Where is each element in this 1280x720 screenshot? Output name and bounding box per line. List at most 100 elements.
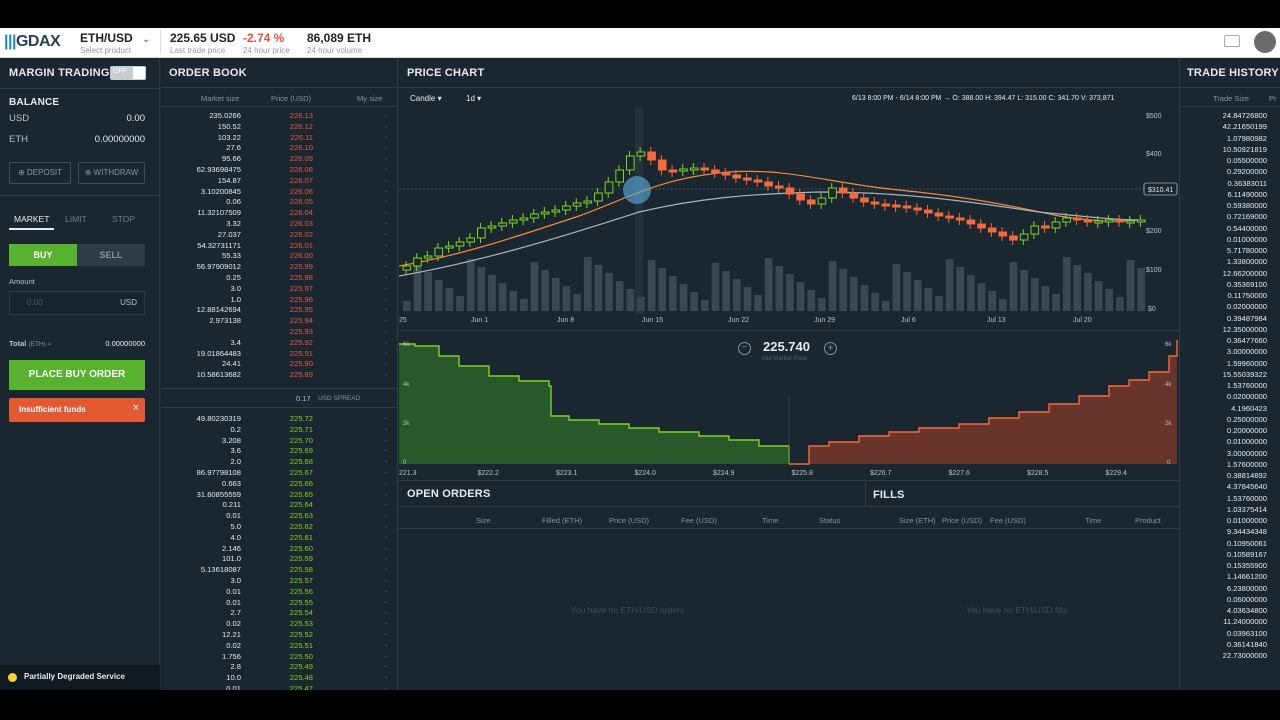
bid-row[interactable]: 2.0 225.68 - (161, 457, 397, 467)
candle (508, 219, 518, 224)
trade-row: 0.03963100 (1226, 628, 1267, 638)
ask-row[interactable]: 150.52 226.12 - (161, 122, 397, 132)
deposit-button[interactable]: ⊕ DEPOSIT (9, 162, 71, 184)
gdax-logo[interactable]: |||GDAX (4, 33, 61, 51)
margin-toggle[interactable]: OFF (110, 66, 146, 80)
tab-market[interactable]: MARKET (14, 214, 50, 224)
buy-button[interactable]: BUY (9, 244, 77, 266)
avatar[interactable] (1254, 31, 1276, 53)
chat-icon[interactable] (1224, 35, 1240, 47)
bid-row[interactable]: 86.97798108 225.67 - (161, 468, 397, 478)
divider (161, 106, 397, 107)
status-bar[interactable]: Partially Degraded Service (0, 665, 160, 690)
bid-row[interactable]: 3.208 225.70 - (161, 436, 397, 446)
bid-row[interactable]: 101.0 225.59 - (161, 554, 397, 564)
my-size: - (384, 511, 387, 521)
ask-row[interactable]: 235.0266 226.13 - (161, 111, 397, 121)
volume-bar (818, 298, 826, 311)
bid-row[interactable]: 3.6 225.69 - (161, 446, 397, 456)
price-chart-svg[interactable]: $500 $400 $200 $100 $0 $310.41 25 Jun 1 Ju… (399, 108, 1179, 324)
bid-row[interactable]: 0.02 225.51 - (161, 641, 397, 651)
ask-row[interactable]: 10.58613682 225.89 - (161, 370, 397, 380)
ask-row[interactable]: 95.66 226.09 - (161, 154, 397, 164)
my-size: - (384, 478, 387, 488)
bid-row[interactable]: 12.21 225.52 - (161, 630, 397, 640)
bid-row[interactable]: 10.0 225.48 - (161, 673, 397, 683)
balance-usd-label: USD (9, 113, 30, 124)
ask-row[interactable]: 62.93698475 226.08 - (161, 165, 397, 175)
ask-row[interactable]: 54.32731171 226.01 - (161, 241, 397, 251)
ask-row[interactable]: 27.037 226.02 - (161, 230, 397, 240)
ask-row[interactable]: 27.6 226.10 - (161, 143, 397, 153)
bid-row[interactable]: 0.01 225.63 - (161, 511, 397, 521)
bid-row[interactable]: 0.01 225.47 - (161, 684, 397, 690)
volume-bar (850, 277, 858, 311)
market-size: 101.0 (221, 554, 241, 564)
zoom-in-icon[interactable]: + (824, 342, 837, 355)
bid-row[interactable]: 0.211 225.64 - (161, 500, 397, 510)
tab-limit[interactable]: LIMIT (65, 214, 87, 224)
bid-row[interactable]: 2.8 225.49 - (161, 662, 397, 672)
candle (583, 200, 593, 204)
zoom-out-icon[interactable]: − (738, 342, 751, 355)
divider (865, 481, 866, 507)
my-size: - (384, 132, 387, 142)
candle (657, 159, 667, 171)
my-size: - (384, 543, 387, 553)
bid-row[interactable]: 2.7 225.54 - (161, 608, 397, 618)
ask-row[interactable]: 2.973138 225.94 - (161, 316, 397, 326)
tab-stop[interactable]: STOP (112, 214, 135, 224)
ask-row[interactable]: 3.32 226.03 - (161, 219, 397, 229)
ask-row[interactable]: 3.4 225.92 - (161, 338, 397, 348)
divider (399, 330, 1179, 331)
bid-row[interactable]: 0.01 225.56 - (161, 587, 397, 597)
depth-x-tick: $229.4 (1106, 470, 1128, 477)
ask-row[interactable]: 1.0 225.96 - (161, 295, 397, 305)
bid-row[interactable]: 0.02 225.53 - (161, 619, 397, 629)
interval-dropdown[interactable]: 1d ▾ (466, 94, 481, 103)
ask-row[interactable]: 11.32107509 226.04 - (161, 208, 397, 218)
ask-row[interactable]: 3.0 225.97 - (161, 284, 397, 294)
bid-row[interactable]: 0.663 225.66 - (161, 478, 397, 489)
col-trade-price: Pr (1269, 94, 1277, 103)
bid-row[interactable]: 2.146 225.60 - (161, 543, 397, 554)
product-selector[interactable]: ETH/USD Select product (80, 31, 133, 55)
my-size: - (384, 165, 387, 174)
bid-row[interactable]: 49.80230319 225.72 - (161, 414, 397, 424)
place-buy-order-button[interactable]: PLACE BUY ORDER (9, 360, 145, 390)
depth-chart-svg[interactable]: 6k 4k 2k 0 6k 4k 2k 0 221.3 $222.2 $223.1 $… (399, 336, 1179, 478)
bid-row[interactable]: 5.0 225.62 - (161, 522, 397, 532)
divider (0, 88, 160, 89)
bid-row[interactable]: 5.13618087 225.58 - (161, 565, 397, 575)
amount-input[interactable]: 0.00 USD (9, 291, 145, 315)
price: 225.94 (289, 316, 313, 326)
ask-row[interactable]: 12.88142694 225.95 - (161, 305, 397, 315)
ask-row[interactable]: 55.33 226.00 - (161, 251, 397, 261)
bid-row[interactable]: 0.01 225.55 - (161, 598, 397, 608)
chart-type-label: Candle (410, 94, 436, 103)
trade-row: 1.33800000 (1226, 257, 1267, 267)
ask-row[interactable]: 154.87 226.07 - (161, 176, 397, 186)
close-icon[interactable]: × (132, 402, 139, 414)
bid-row[interactable]: 31.60855559 225.65 - (161, 490, 397, 500)
ask-row[interactable]: 19.01864483 225.91 - (161, 349, 397, 359)
volume-bar (1116, 297, 1124, 311)
bid-row[interactable]: 3.0 225.57 - (161, 576, 397, 586)
ask-row[interactable]: 3.10200845 226.06 - (161, 187, 397, 197)
bid-row[interactable]: 4.0 225.61 - (161, 533, 397, 543)
col-fill-size: Size (ETH) (899, 516, 936, 525)
ask-row[interactable]: 0.06 226.05 - (161, 197, 397, 207)
bid-row[interactable]: 0.2 225.71 - (161, 425, 397, 435)
withdraw-button[interactable]: ⊕ WITHDRAW (78, 162, 145, 184)
trade-row: 0.29200000 (1226, 167, 1267, 177)
ask-row[interactable]: 56.97909012 225.99 - (161, 262, 397, 272)
market-size: 49.80230319 (196, 414, 241, 423)
ask-row[interactable]: 103.22 226.11 - (161, 132, 397, 143)
chart-type-dropdown[interactable]: Candle ▾ (410, 94, 442, 103)
ask-row[interactable]: 0.25 225.98 - (161, 273, 397, 283)
ask-row[interactable]: 225.93 - (161, 327, 397, 337)
bid-row[interactable]: 1.756 225.50 - (161, 652, 397, 662)
ask-row[interactable]: 24.41 225.90 - (161, 359, 397, 369)
chevron-down-icon[interactable]: ⌄ (142, 34, 151, 45)
sell-button[interactable]: SELL (77, 244, 145, 266)
